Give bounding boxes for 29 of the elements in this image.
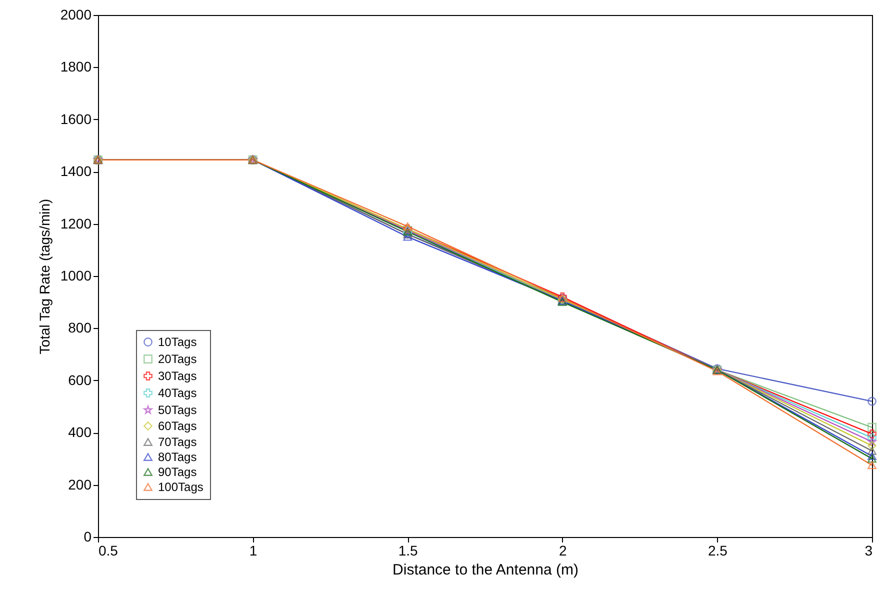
y-tick-label: 2000 (60, 6, 92, 22)
legend-label: 70Tags (158, 435, 197, 449)
y-tick-label: 600 (68, 372, 92, 388)
x-tick-label: 0.5 (98, 542, 118, 558)
x-tick-label: 2.5 (708, 542, 728, 558)
y-tick-label: 1600 (60, 110, 92, 127)
y-tick-label: 1800 (60, 58, 92, 75)
legend-label: 100Tags (158, 480, 204, 494)
y-tick-label: 800 (68, 320, 92, 336)
x-axis-title: Distance to the Antenna (m) (392, 562, 578, 578)
y-tick-label: 1000 (60, 268, 92, 284)
y-tick-label: 1400 (60, 163, 92, 180)
legend-label: 80Tags (158, 450, 197, 464)
legend-label: 50Tags (158, 403, 197, 417)
x-tick-label: 3 (864, 542, 873, 558)
y-axis-title: Total Tag Rate (tags/min) (36, 198, 52, 354)
x-tick-label: 2 (559, 542, 567, 558)
legend-label: 30Tags (158, 369, 197, 383)
y-tick-label: 400 (68, 424, 92, 440)
legend-label: 20Tags (158, 352, 197, 366)
x-tick-label: 1 (249, 542, 258, 558)
legend-label: 10Tags (158, 335, 197, 349)
x-tick-label: 1.5 (398, 542, 418, 558)
legend-label: 40Tags (158, 386, 197, 400)
legend-label: 60Tags (158, 419, 197, 433)
legend-label: 90Tags (158, 465, 197, 479)
y-tick-label: 1200 (60, 215, 92, 232)
y-tick-label: 200 (68, 476, 92, 492)
y-tick-label: 0 (84, 528, 92, 544)
